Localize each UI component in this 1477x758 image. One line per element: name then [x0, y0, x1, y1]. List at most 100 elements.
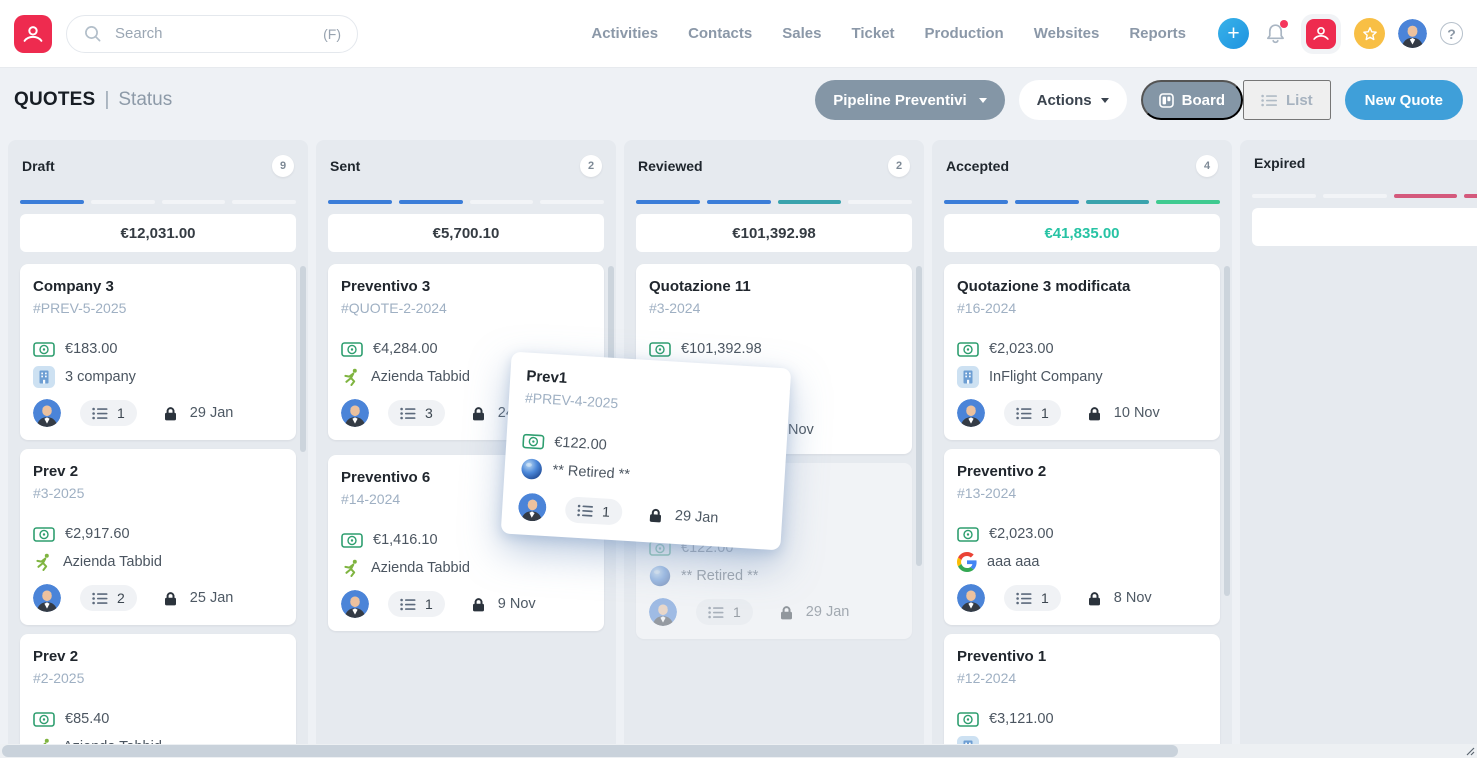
- help-button[interactable]: ?: [1440, 22, 1463, 45]
- task-list-icon: [708, 606, 724, 619]
- card-title: Preventivo 2: [957, 463, 1047, 480]
- card-value: €3,121.00: [989, 711, 1054, 727]
- building-icon: [33, 366, 55, 388]
- money-icon: [957, 711, 979, 727]
- dragging-quote-card[interactable]: Prev1 #PREV-4-2025 €122.00 ** Retired **…: [500, 351, 792, 551]
- search-icon: [83, 24, 103, 44]
- card-ref: #2-2025: [33, 670, 85, 686]
- search-input[interactable]: Search (F): [66, 14, 358, 53]
- column-accepted: Accepted 4 €41,835.00 Quotazione 3 modif…: [932, 140, 1232, 744]
- column-total: €5,700.10: [328, 214, 604, 252]
- card-ref: #14-2024: [341, 491, 401, 507]
- column-title: Accepted: [946, 158, 1010, 174]
- card-title: Quotazione 3 modificata: [957, 278, 1131, 295]
- card-date: 8 Nov: [1113, 590, 1152, 606]
- title-separator: |: [104, 89, 110, 110]
- topbar: Search (F) Activities Contacts Sales Tic…: [0, 0, 1477, 68]
- card-title: Prev 2: [33, 463, 79, 480]
- card-company: Azienda Tabbid: [63, 554, 162, 570]
- board-label: Board: [1181, 91, 1225, 109]
- card-value: €1,416.10: [373, 532, 438, 548]
- chevron-down-icon: [1100, 97, 1109, 103]
- quote-card[interactable]: Preventivo 1 #12-2024 €3,121.00: [944, 634, 1220, 744]
- topbar-icons: +: [1218, 13, 1463, 54]
- task-count-pill: 1: [388, 591, 445, 617]
- card-ref: #13-2024: [957, 485, 1017, 501]
- search-shortcut-hint: (F): [323, 25, 341, 42]
- card-company: ** Retired **: [552, 462, 631, 484]
- card-title: Prev 2: [33, 648, 79, 665]
- list-view-button[interactable]: List: [1242, 80, 1331, 120]
- nav-contacts[interactable]: Contacts: [688, 25, 753, 42]
- list-label: List: [1285, 91, 1313, 109]
- lock-icon: [779, 605, 793, 620]
- avatar: [1398, 19, 1427, 48]
- stage-progress: [20, 200, 296, 204]
- column-scrollbar[interactable]: [300, 266, 306, 452]
- assignee-avatar: [518, 492, 548, 522]
- quote-card[interactable]: Preventivo 2 #13-2024 €2,023.00 aaa aaa …: [944, 449, 1220, 625]
- chevron-down-icon: [978, 97, 987, 103]
- lock-icon: [1087, 406, 1101, 421]
- assignee-avatar: [33, 399, 61, 427]
- nav-ticket[interactable]: Ticket: [851, 25, 895, 42]
- column-scrollbar[interactable]: [608, 266, 614, 436]
- new-quote-button[interactable]: New Quote: [1344, 80, 1463, 120]
- quote-card[interactable]: Prev 2 #2-2025 €85.40 Azienda Tabbid: [20, 634, 296, 744]
- card-value: €183.00: [65, 341, 118, 357]
- task-count-pill: 1: [1004, 400, 1061, 426]
- add-button[interactable]: +: [1218, 18, 1249, 49]
- stage-progress: [636, 200, 912, 204]
- pipeline-select[interactable]: Pipeline Preventivi: [815, 80, 1005, 120]
- nav-reports[interactable]: Reports: [1129, 25, 1186, 42]
- assignee-avatar: [341, 590, 369, 618]
- card-title: Quotazione 11: [649, 278, 751, 295]
- card-ref: #3-2025: [33, 485, 85, 501]
- actions-menu-button[interactable]: Actions: [1018, 80, 1127, 120]
- card-value: €122.00: [553, 434, 608, 454]
- task-count-pill: 1: [696, 599, 753, 625]
- column-draft: Draft 9 €12,031.00 Company 3 #PREV-5-202…: [8, 140, 308, 744]
- nav-activities[interactable]: Activities: [591, 25, 659, 42]
- nav-production[interactable]: Production: [924, 25, 1004, 42]
- assignee-avatar: [33, 584, 61, 612]
- column-title: Expired: [1254, 155, 1306, 171]
- user-avatar-button[interactable]: [1398, 19, 1427, 48]
- quote-card[interactable]: Preventivo 3 #QUOTE-2-2024 €4,284.00 Azi…: [328, 264, 604, 440]
- card-company: Azienda Tabbid: [371, 369, 470, 385]
- app-logo[interactable]: [14, 14, 52, 53]
- notifications-button[interactable]: [1262, 19, 1288, 47]
- card-title: Preventivo 6: [341, 469, 431, 486]
- card-value: €2,917.60: [65, 526, 130, 542]
- column-scrollbar[interactable]: [1224, 266, 1230, 596]
- bell-icon: [1264, 22, 1287, 46]
- card-value: €2,023.00: [989, 526, 1054, 542]
- nav-sales[interactable]: Sales: [782, 25, 822, 42]
- page-header: QUOTES | Status Pipeline Preventivi Acti…: [0, 68, 1477, 132]
- account-button[interactable]: [1301, 13, 1341, 54]
- quote-card[interactable]: Quotazione 3 modificata #16-2024 €2,023.…: [944, 264, 1220, 440]
- card-date: 10 Nov: [1113, 405, 1160, 421]
- lock-icon: [471, 597, 485, 612]
- quote-card[interactable]: Company 3 #PREV-5-2025 €183.00 3 company…: [20, 264, 296, 440]
- lock-icon: [163, 591, 177, 606]
- stage-progress: [1252, 194, 1477, 198]
- money-icon: [522, 433, 545, 450]
- favorites-button[interactable]: [1354, 18, 1385, 49]
- assignee-avatar: [957, 399, 985, 427]
- sphere-avatar-icon: [649, 565, 671, 587]
- runner-icon: [33, 552, 53, 572]
- card-value: €4,284.00: [373, 341, 438, 357]
- task-count-pill: 1: [564, 496, 623, 526]
- quote-card[interactable]: Prev 2 #3-2025 €2,917.60 Azienda Tabbid …: [20, 449, 296, 625]
- task-list-icon: [1016, 407, 1032, 420]
- kanban-board-icon: [1158, 92, 1174, 108]
- horizontal-scrollbar-thumb[interactable]: [2, 745, 1178, 757]
- page-title: QUOTES: [14, 89, 96, 110]
- board-view-button[interactable]: Board: [1140, 80, 1243, 120]
- card-company: 3 company: [65, 369, 136, 385]
- task-count-pill: 1: [80, 400, 137, 426]
- column-scrollbar[interactable]: [916, 266, 922, 566]
- card-date: 29 Jan: [189, 405, 234, 421]
- nav-websites[interactable]: Websites: [1033, 25, 1100, 42]
